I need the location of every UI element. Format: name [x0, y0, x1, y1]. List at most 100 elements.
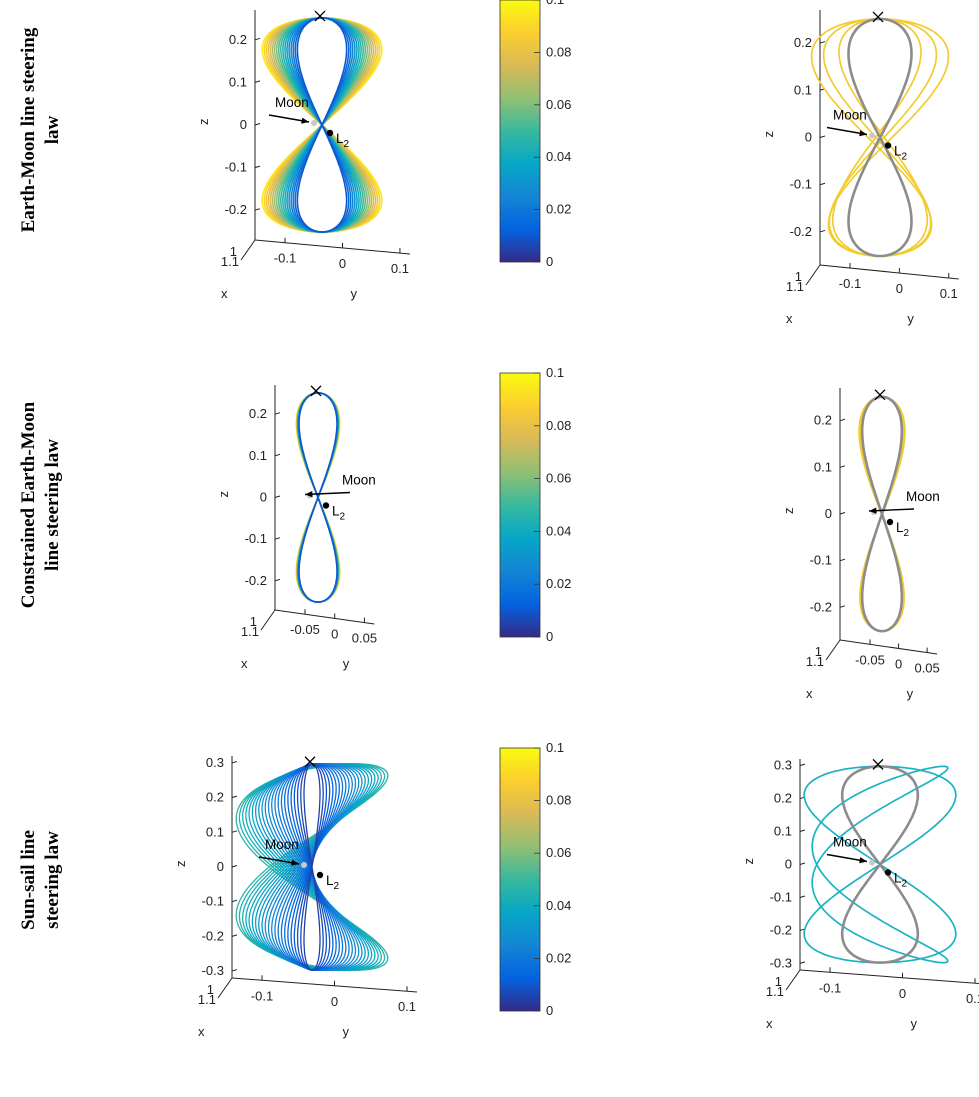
z-tick-label: 0	[260, 490, 267, 505]
orbit-line	[299, 393, 337, 602]
x-axis-label: x	[766, 1016, 773, 1031]
z-tick-mark	[820, 136, 825, 138]
row-label-0: Earth-Moon line steering law	[18, 27, 63, 232]
z-tick-label: 0.2	[206, 790, 224, 805]
z-tick-label: 0.1	[229, 74, 247, 89]
orbits	[296, 393, 339, 602]
x-axis-line	[241, 240, 255, 260]
z-tick-mark	[275, 579, 280, 581]
z-tick-label: -0.3	[770, 955, 792, 970]
z-tick-label: 0.2	[229, 32, 247, 47]
colorbar-tick-label: 0.02	[546, 950, 571, 965]
z-tick-mark	[275, 538, 280, 540]
colorbar-tick-label: 0.02	[546, 202, 571, 217]
orbit-line	[297, 18, 346, 232]
colorbar-tick-label: 0.04	[546, 523, 571, 538]
z-tick-label: 0	[805, 130, 812, 145]
z-tick-mark	[820, 230, 825, 232]
colorbar-gradient	[500, 0, 540, 262]
z-axis-label: z	[781, 508, 796, 515]
z-tick-mark	[232, 761, 237, 763]
x-axis-label: x	[241, 656, 248, 671]
z-tick-label: 0.1	[794, 82, 812, 97]
colorbar-tick-label: 0.08	[546, 44, 571, 59]
colorbar-tick-label: 0.04	[546, 149, 571, 164]
colorbar-tick-label: 0	[546, 254, 553, 269]
colorbar-tick-label: 0.08	[546, 418, 571, 433]
colorbar-tick-label: 0.04	[546, 898, 571, 913]
panel-1-right: 0.20.10-0.1-0.2z11.1x-0.05 0 0.05yL2Moon	[781, 388, 940, 701]
z-tick-mark	[255, 38, 260, 40]
x-axis-label: x	[221, 286, 228, 301]
z-tick-mark	[800, 896, 805, 898]
y-tick-label: 0.1	[940, 286, 958, 301]
z-axis-label: z	[196, 119, 211, 126]
l2-marker	[323, 502, 329, 508]
z-tick-label: 0.2	[814, 413, 832, 428]
l2-label: L2	[326, 873, 340, 892]
z-tick-mark	[255, 81, 260, 83]
y-tick-label: 0.1	[398, 999, 416, 1014]
l2-marker	[885, 869, 891, 875]
z-tick-mark	[275, 496, 280, 498]
moon-marker	[311, 120, 317, 126]
z-tick-label: -0.3	[202, 963, 224, 978]
x-tick-label: 1.1	[198, 992, 216, 1007]
colorbar: 00.020.040.060.080.1	[500, 365, 571, 644]
y-tick-label: -0.1	[251, 988, 273, 1003]
x-tick-label: 1.1	[806, 654, 824, 669]
z-tick-label: 0.3	[774, 758, 792, 773]
z-tick-mark	[800, 830, 805, 832]
l2-marker	[887, 519, 893, 525]
y-tick-label: 0.05	[352, 631, 377, 646]
y-axis-label: y	[343, 1024, 350, 1039]
z-tick-label: 0.1	[774, 824, 792, 839]
y-axis-label: y	[343, 656, 350, 671]
x-axis-label: x	[786, 311, 793, 326]
moon-label: Moon	[275, 95, 309, 110]
z-tick-mark	[840, 513, 845, 515]
z-tick-label: -0.1	[245, 531, 267, 546]
y-tick-label: 0	[896, 281, 903, 296]
start-marker	[873, 12, 883, 22]
colorbar-tick-label: 0.02	[546, 576, 571, 591]
orbits	[859, 397, 905, 631]
z-axis-label: z	[741, 858, 756, 865]
row-labels: Earth-Moon line steering lawConstrained E…	[18, 27, 63, 930]
z-tick-label: -0.2	[245, 573, 267, 588]
moon-marker	[869, 860, 875, 866]
z-tick-mark	[800, 863, 805, 865]
z-tick-mark	[840, 466, 845, 468]
l2-label: L2	[896, 520, 910, 539]
l2-marker	[327, 130, 333, 136]
y-axis-label: y	[911, 1016, 918, 1031]
orbit-line	[862, 397, 902, 631]
z-tick-label: -0.2	[810, 599, 832, 614]
x-tick-label: 1.1	[221, 254, 239, 269]
z-tick-label: 0	[217, 859, 224, 874]
z-tick-label: -0.1	[770, 889, 792, 904]
row-label-line: law	[42, 115, 63, 144]
x-axis-line	[218, 978, 232, 998]
orbits	[262, 18, 382, 232]
colorbar-tick-label: 0.06	[546, 97, 571, 112]
z-tick-mark	[232, 796, 237, 798]
z-tick-mark	[275, 413, 280, 415]
x-tick-label: 1.1	[786, 279, 804, 294]
moon-label: Moon	[833, 835, 867, 850]
y-tick-label: 0	[339, 256, 346, 271]
row-label-line: Earth-Moon line steering	[18, 27, 39, 232]
z-tick-label: -0.1	[225, 160, 247, 175]
moon-arrow-head	[301, 118, 309, 124]
y-tick-label: 0.1	[966, 991, 979, 1006]
moon-label: Moon	[342, 473, 376, 488]
z-tick-mark	[232, 866, 237, 868]
x-tick-label: 1.1	[241, 624, 259, 639]
z-axis-label: z	[173, 861, 188, 868]
z-tick-label: 0.1	[206, 824, 224, 839]
colorbar: 00.020.040.060.080.1	[500, 740, 571, 1018]
z-tick-mark	[232, 935, 237, 937]
orbits	[812, 19, 949, 256]
colorbar-tick-label: 0.06	[546, 471, 571, 486]
